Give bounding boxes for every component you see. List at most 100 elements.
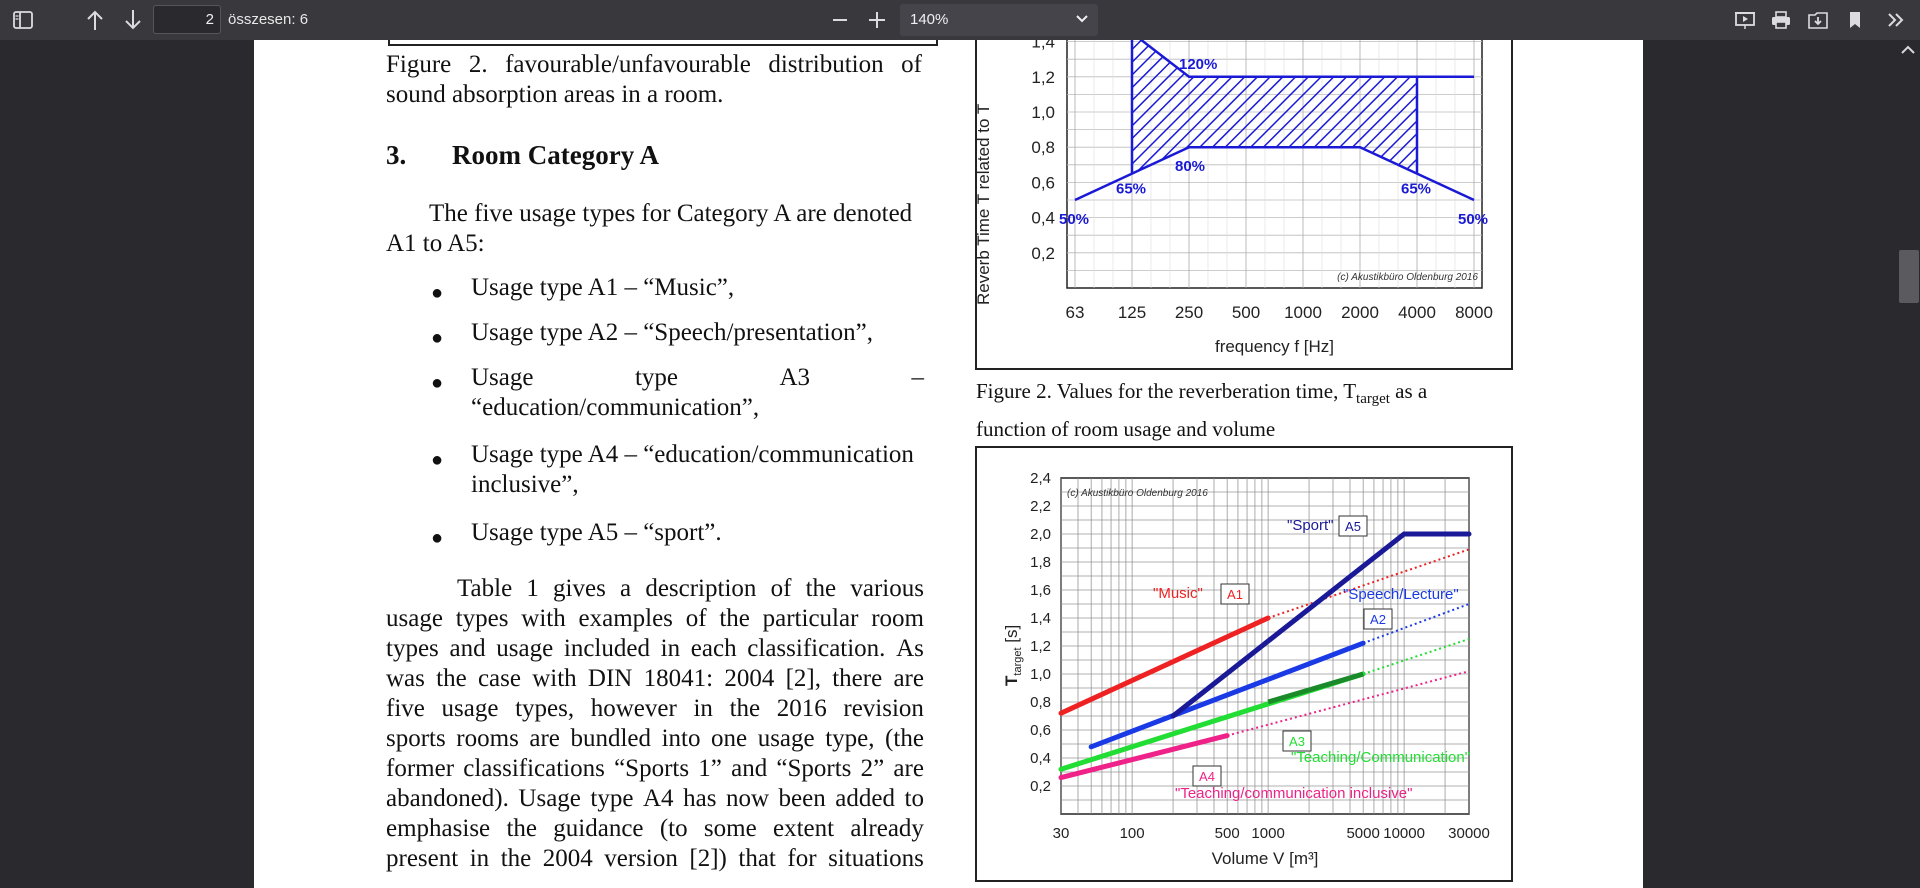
word: Figure bbox=[386, 51, 452, 78]
paragraph-line: present in the 2004 version [2]) that for situat… bbox=[386, 844, 924, 874]
y-tick-label: 1,2 bbox=[1030, 638, 1051, 655]
x-axis-label: Volume V [m³] bbox=[1212, 849, 1319, 868]
tools-menu-button[interactable] bbox=[1880, 0, 1912, 40]
word: Usage bbox=[518, 785, 581, 812]
word: into bbox=[661, 725, 701, 752]
word: As bbox=[896, 635, 924, 662]
word: description bbox=[645, 575, 757, 602]
y-axis-label-main: T bbox=[1002, 675, 1021, 686]
word: was bbox=[386, 665, 425, 692]
scrollbar-thumb[interactable] bbox=[1899, 250, 1919, 303]
series-title-label: "Music" bbox=[1153, 585, 1203, 602]
y-axis-label: Ttarget [s] bbox=[1002, 625, 1024, 686]
lower-limit-line bbox=[1074, 145, 1475, 202]
word: type, bbox=[825, 725, 875, 752]
word: and bbox=[731, 755, 768, 782]
word: revision bbox=[843, 695, 924, 722]
word: bundled bbox=[570, 725, 651, 752]
series-extension bbox=[1267, 548, 1470, 619]
word: been bbox=[778, 785, 826, 812]
y-tick-label: 0,4 bbox=[1030, 750, 1051, 767]
y-axis-label-sub: target bbox=[1012, 647, 1024, 675]
minus-icon bbox=[833, 19, 847, 21]
zoom-in-button[interactable] bbox=[863, 0, 891, 40]
save-button[interactable] bbox=[1803, 0, 1833, 40]
figure-caption-line1: Figure 2. favourable/unfavourable distribut… bbox=[386, 50, 922, 80]
next-page-button[interactable] bbox=[118, 0, 148, 40]
y-tick-label: 0,6 bbox=[1030, 722, 1051, 739]
y-tick-label: 0,6 bbox=[1031, 173, 1055, 192]
word: guidance bbox=[553, 815, 644, 842]
word: Usage bbox=[471, 364, 534, 391]
word: types, bbox=[515, 695, 575, 722]
word: room bbox=[871, 605, 924, 632]
word: to bbox=[904, 785, 924, 812]
label-box bbox=[1282, 730, 1312, 752]
previous-page-button[interactable] bbox=[80, 0, 110, 40]
arrow-down-icon bbox=[125, 10, 141, 30]
reverb-tolerance-chart: 120% 80% 65% 65% 50% 50% (c) Akustikbüro Olden… bbox=[974, 40, 1493, 356]
label-box bbox=[1192, 765, 1222, 787]
caption-subscript: target bbox=[1356, 391, 1390, 408]
word: distribution bbox=[768, 51, 884, 78]
intro-paragraph: The five usage types for Category A are … bbox=[386, 199, 912, 259]
series-name-label: A4 bbox=[1199, 769, 1215, 784]
section-title: Room Category A bbox=[452, 140, 659, 170]
arrow-up-icon bbox=[87, 10, 103, 30]
word: usage bbox=[757, 725, 815, 752]
word: already bbox=[850, 815, 924, 842]
annotation-label: 80% bbox=[1175, 158, 1205, 175]
scroll-up-icon[interactable] bbox=[1900, 44, 1916, 56]
word: now bbox=[725, 785, 770, 812]
caption-text: as a bbox=[1389, 379, 1428, 403]
word: classifications bbox=[463, 755, 605, 782]
word: the bbox=[719, 605, 750, 632]
series-line-A4 bbox=[1058, 733, 1230, 781]
paragraph-line: sports rooms are bundled into one usage type, (t… bbox=[386, 724, 924, 754]
word: and bbox=[449, 635, 486, 662]
word: (to bbox=[659, 815, 688, 842]
word: the bbox=[506, 815, 537, 842]
annotation-label: 65% bbox=[1116, 181, 1146, 198]
word: in bbox=[693, 695, 713, 722]
presentation-mode-button[interactable] bbox=[1730, 0, 1760, 40]
sidebar-toggle-button[interactable] bbox=[6, 0, 40, 40]
word: type bbox=[634, 364, 678, 391]
word: particular bbox=[762, 605, 859, 632]
y-tick-label: 1,4 bbox=[1030, 610, 1051, 627]
list-item: Usage type A4 – “education/communication bbox=[471, 441, 914, 468]
series-line-A2 bbox=[1088, 640, 1366, 750]
list-item: Usage type A5 – “sport”. bbox=[471, 519, 722, 546]
zoom-select[interactable]: 140% bbox=[900, 4, 1098, 36]
y-tick-label: 1,8 bbox=[1030, 554, 1051, 571]
zoom-out-button[interactable] bbox=[826, 0, 854, 40]
y-tick-label: 2,4 bbox=[1030, 470, 1051, 487]
series-title-label: "Sport" bbox=[1287, 517, 1334, 534]
paragraph-line: types and usage included in each classificatio… bbox=[386, 634, 924, 664]
intro-line1: The five usage types for Category A are … bbox=[429, 200, 913, 227]
bookmark-button[interactable] bbox=[1840, 0, 1870, 40]
word: has bbox=[683, 785, 717, 812]
document-viewer[interactable]: Figure 2. favourable/unfavourable distribut… bbox=[0, 40, 1920, 888]
x-tick-label: 30000 bbox=[1448, 825, 1490, 842]
page-number-input[interactable] bbox=[153, 5, 221, 34]
word: some bbox=[703, 815, 757, 842]
print-button[interactable] bbox=[1766, 0, 1796, 40]
word: 2004 bbox=[724, 665, 775, 692]
word: however bbox=[590, 695, 677, 722]
word: [2], bbox=[785, 665, 821, 692]
word: abandoned). bbox=[386, 785, 509, 812]
bullet-dot: ● bbox=[431, 327, 444, 349]
word: with bbox=[532, 665, 577, 692]
x-tick-label: 8000 bbox=[1455, 303, 1493, 322]
word: 2016 bbox=[776, 695, 827, 722]
list-item-a3-line2: “education/communication”, bbox=[471, 394, 760, 421]
figure-caption: Figure 2. favourable/unfavourable distribut… bbox=[386, 50, 922, 110]
body-paragraph: Table 1 gives a description of the various usage… bbox=[386, 574, 924, 874]
word: are bbox=[893, 665, 924, 692]
vertical-scrollbar[interactable] bbox=[1896, 40, 1920, 888]
list-item-a3-line1: Usage type A3 – bbox=[471, 363, 924, 393]
x-axis-label: frequency f [Hz] bbox=[1215, 337, 1334, 356]
paragraph-line: five usage types, however in the 2016 revision bbox=[386, 694, 924, 724]
y-axis-label: Reverb Time T related to T bbox=[977, 104, 993, 305]
